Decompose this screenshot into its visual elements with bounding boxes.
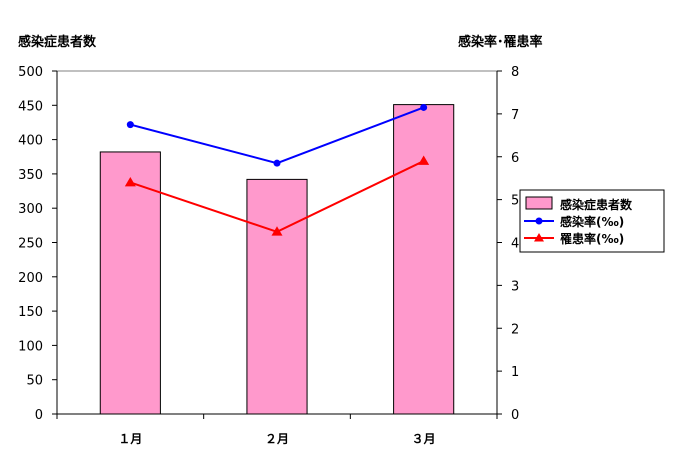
legend-swatch-bar [525,196,553,210]
right-tick-label: 5 [511,194,519,209]
right-tick-label: 4 [511,237,519,252]
right-tick-label: 2 [511,322,519,337]
x-tick-label: ３月 [412,432,436,446]
left-tick-label: 450 [18,99,43,114]
right-tick-label: 1 [511,365,519,380]
right-tick-label: 8 [511,65,519,80]
point-2-1 [126,121,134,129]
bar-2 [246,178,308,415]
plot-area: 0 50 100 150 200 250 300 350 400 450 500 0 1 2 3 4 5 6 7 8 １… [18,65,519,446]
point-3-1 [124,176,136,187]
left-tick-label: 500 [18,65,43,80]
right-axis-title: 感染率･罹患率 [458,34,543,50]
right-tick-label: 3 [511,279,519,294]
legend-label: 感染症患者数 [560,197,633,212]
left-tick-label: 0 [35,408,43,423]
left-tick-label: 50 [26,374,43,389]
x-tick-label: １月 [118,432,142,446]
right-tick-label: 6 [511,151,519,166]
left-axis-title: 感染症患者数 [18,34,97,50]
point-3-2 [271,226,283,236]
right-tick-label: 7 [511,108,519,123]
left-tick-label: 250 [18,237,43,252]
x-tick-label: ２月 [265,432,289,446]
bar-1 [99,151,161,415]
point-2-2 [273,159,281,167]
legend-marker-triangle [534,233,544,242]
left-tick-label: 400 [18,134,43,149]
left-tick-label: 100 [18,339,43,354]
legend-label: 罹患率(‰) [560,231,624,246]
left-tick-label: 200 [18,271,43,286]
legend-marker-circle [535,217,543,225]
left-tick-label: 300 [18,202,43,217]
point-2-3 [420,103,428,111]
left-tick-label: 350 [18,168,43,183]
left-tick-label: 150 [18,305,43,320]
bar-3 [393,104,455,415]
point-3-3 [418,155,430,165]
legend-label: 感染率(‰) [560,214,624,229]
right-tick-label: 0 [511,408,519,423]
